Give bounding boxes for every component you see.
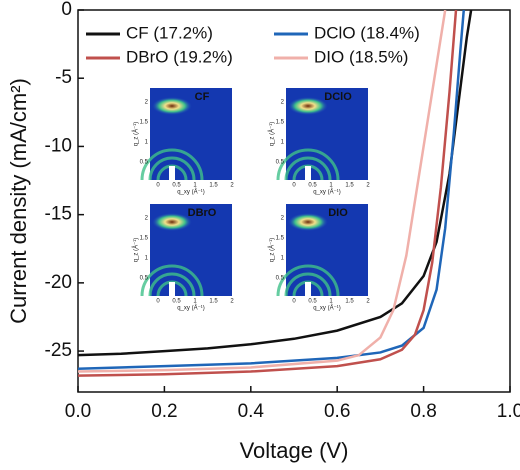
inset-y-tick: 1.5 — [140, 120, 149, 126]
inset-y-tick: 1.5 — [276, 120, 285, 126]
inset-x-tick: 0.5 — [172, 183, 181, 189]
x-tick-label: 0.2 — [151, 401, 177, 422]
inset-x-tick: 2 — [230, 299, 234, 305]
inset-x-tick: 0.5 — [172, 299, 181, 305]
inset-x-tick: 0 — [292, 299, 296, 305]
inset-x-tick: 1 — [329, 183, 333, 189]
inset-y-label: q_z (Å⁻¹) — [269, 122, 276, 147]
inset-y-tick: 0.5 — [140, 160, 149, 166]
inset-y-tick: 0.5 — [140, 276, 149, 282]
inset-x-tick: 0 — [156, 183, 160, 189]
inset-y-tick: 2 — [281, 216, 285, 222]
y-tick-label: -15 — [45, 204, 72, 225]
y-tick-label: 0 — [61, 0, 72, 20]
inset-gap — [169, 282, 175, 296]
series-line — [78, 10, 447, 373]
inset-y-tick: 2 — [281, 100, 285, 106]
y-tick-label: -20 — [45, 272, 72, 293]
inset-x-tick: 1.5 — [345, 183, 354, 189]
inset-x-label: q_xy (Å⁻¹) — [177, 305, 205, 312]
x-axis-title: Voltage (V) — [240, 438, 349, 463]
inset-x-tick: 1.5 — [345, 299, 354, 305]
inset-x-tick: 0 — [156, 299, 160, 305]
y-axis-title: Current density (mA/cm²) — [6, 78, 31, 324]
inset-y-tick: 1 — [145, 256, 149, 262]
inset-x-tick: 2 — [230, 183, 234, 189]
inset-x-tick: 1 — [193, 299, 197, 305]
inset-x-tick: 2 — [366, 299, 370, 305]
inset-label: CF — [195, 91, 210, 103]
inset-ring — [276, 148, 340, 181]
x-tick-label: 1.0 — [497, 401, 520, 422]
inset-x-tick: 0.5 — [308, 183, 317, 189]
inset-peak — [288, 213, 328, 231]
legend-label: CF (17.2%) — [126, 23, 213, 42]
plot-frame — [77, 9, 511, 393]
inset-ring — [284, 272, 332, 297]
inset-peak — [152, 213, 192, 231]
inset-x-label: q_xy (Å⁻¹) — [313, 305, 341, 312]
inset-y-tick: 2 — [145, 100, 149, 106]
inset-gap — [305, 282, 311, 296]
inset-x-label: q_xy (Å⁻¹) — [313, 189, 341, 196]
inset-y-tick: 1 — [281, 140, 285, 146]
legend-label: DIO (18.5%) — [314, 47, 408, 66]
inset: DClO 0 0.5 1 1.5 2 0.5 1 1.5 2 q_xy (Å⁻¹) q_z (Å⁻¹) — [269, 88, 370, 196]
y-tick-label: -10 — [45, 135, 72, 156]
inset: CF 0 0.5 1 1.5 2 0.5 1 1.5 2 q_xy (Å⁻¹) q_z (Å⁻¹) — [133, 88, 234, 196]
inset-ring — [148, 272, 196, 297]
inset-ring — [148, 156, 196, 181]
inset-y-tick: 1.5 — [140, 236, 149, 242]
inset-x-tick: 0.5 — [308, 299, 317, 305]
inset-y-tick: 1 — [281, 256, 285, 262]
x-tick-label: 0.4 — [238, 401, 265, 422]
inset-ring — [276, 264, 340, 297]
inset-y-label: q_z (Å⁻¹) — [269, 238, 276, 263]
inset-peak — [152, 97, 192, 115]
inset-x-label: q_xy (Å⁻¹) — [177, 189, 205, 196]
inset-label: DIO — [328, 207, 348, 219]
inset-label: DBrO — [188, 207, 217, 219]
inset-y-tick: 1 — [145, 140, 149, 146]
inset-gap — [169, 166, 175, 180]
inset: DBrO 0 0.5 1 1.5 2 0.5 1 1.5 2 q_xy (Å⁻¹) q_z (Å⁻¹) — [133, 204, 234, 312]
x-tick-label: 0.6 — [324, 401, 350, 422]
legend-label: DBrO (19.2%) — [126, 47, 233, 66]
inset-peak — [288, 97, 328, 115]
inset-x-tick: 1 — [193, 183, 197, 189]
legend-label: DClO (18.4%) — [314, 23, 420, 42]
x-tick-label: 0.8 — [410, 401, 436, 422]
inset-ring — [140, 264, 204, 297]
inset-x-tick: 0 — [292, 183, 296, 189]
inset-x-tick: 1.5 — [209, 299, 218, 305]
x-tick-label: 0.0 — [65, 401, 91, 422]
series-line — [78, 10, 458, 377]
inset-x-tick: 2 — [366, 183, 370, 189]
y-tick-label: -25 — [45, 340, 72, 361]
inset-ring — [140, 148, 204, 181]
inset-ring — [284, 156, 332, 181]
inset-y-tick: 0.5 — [276, 160, 285, 166]
inset-x-tick: 1.5 — [209, 183, 218, 189]
inset-y-tick: 2 — [145, 216, 149, 222]
inset-label: DClO — [324, 91, 352, 103]
y-tick-label: -5 — [55, 67, 72, 88]
inset-y-tick: 0.5 — [276, 276, 285, 282]
inset-x-tick: 1 — [329, 299, 333, 305]
inset-gap — [305, 166, 311, 180]
inset-y-label: q_z (Å⁻¹) — [133, 238, 140, 263]
inset-y-label: q_z (Å⁻¹) — [133, 122, 140, 147]
inset-y-tick: 1.5 — [276, 236, 285, 242]
inset: DIO 0 0.5 1 1.5 2 0.5 1 1.5 2 q_xy (Å⁻¹) q_z (Å⁻¹) — [269, 204, 370, 312]
